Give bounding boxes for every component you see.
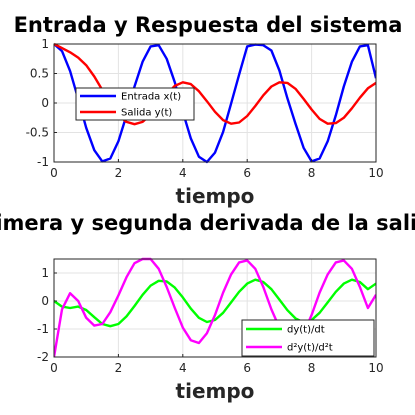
x-tick-label: 6 [243, 361, 251, 375]
chart-title: Entrada y Respuesta del sistema [14, 13, 403, 37]
x-tick-label: 4 [179, 361, 187, 375]
series-line-1 [54, 278, 376, 328]
x-tick-label: 2 [115, 166, 123, 180]
y-tick-label: -1 [37, 322, 49, 336]
x-axis-label: tiempo [176, 184, 255, 208]
chart-title: Primera y segunda derivada de la salida [0, 211, 415, 235]
x-tick-label: 4 [179, 166, 187, 180]
legend-label-1: dy(t)/dt [287, 325, 325, 336]
y-tick-label: -0.5 [26, 126, 49, 140]
y-tick-label: 0 [41, 294, 49, 308]
x-tick-label: 0 [50, 361, 58, 375]
x-tick-label: 10 [368, 166, 383, 180]
legend-label-1: Entrada x(t) [121, 92, 181, 103]
y-tick-label: 0 [41, 96, 49, 110]
series-line-1 [54, 43, 376, 164]
series-line-2 [54, 257, 376, 358]
x-tick-label: 2 [115, 361, 123, 375]
y-tick-label: 1 [41, 37, 49, 51]
legend: dy(t)/dt d²y(t)/d²t [241, 319, 375, 357]
legend-box [241, 319, 375, 357]
x-tick-label: 10 [368, 361, 383, 375]
y-tick-label: -1 [37, 155, 49, 169]
legend-box [75, 87, 195, 121]
y-tick-label: 0.5 [30, 67, 49, 81]
x-tick-label: 8 [308, 166, 316, 180]
legend-label-2: d²y(t)/d²t [287, 343, 333, 354]
legend-label-2: Salida y(t) [121, 108, 172, 119]
x-tick-label: 6 [243, 166, 251, 180]
x-tick-label: 0 [50, 166, 58, 180]
y-tick-label: 1 [41, 266, 49, 280]
chart-bottom: 0 2 4 6 8 10 -2 -1 0 1 Primera y segunda derivada … [0, 211, 415, 403]
legend: Entrada x(t) Salida y(t) [75, 87, 195, 121]
y-tick-label: -2 [37, 350, 49, 364]
x-tick-label: 8 [308, 361, 316, 375]
x-axis-label: tiempo [176, 379, 255, 403]
axes-frame [53, 258, 377, 358]
